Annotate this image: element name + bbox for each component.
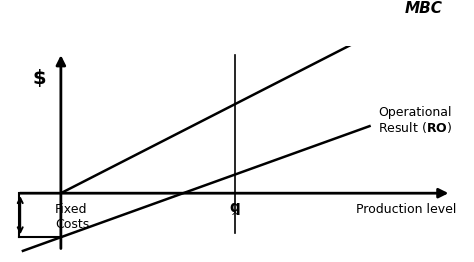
- Text: Costs: Costs: [55, 218, 89, 231]
- Text: q: q: [230, 200, 240, 215]
- Text: MBC: MBC: [405, 1, 443, 16]
- Text: $: $: [33, 69, 46, 88]
- Text: Operational: Operational: [378, 106, 452, 119]
- Text: Fixed: Fixed: [55, 203, 87, 216]
- Text: ^: ^: [231, 212, 239, 222]
- Text: Production level: Production level: [356, 204, 457, 216]
- Text: Result ($\bf{RO}$): Result ($\bf{RO}$): [378, 119, 453, 134]
